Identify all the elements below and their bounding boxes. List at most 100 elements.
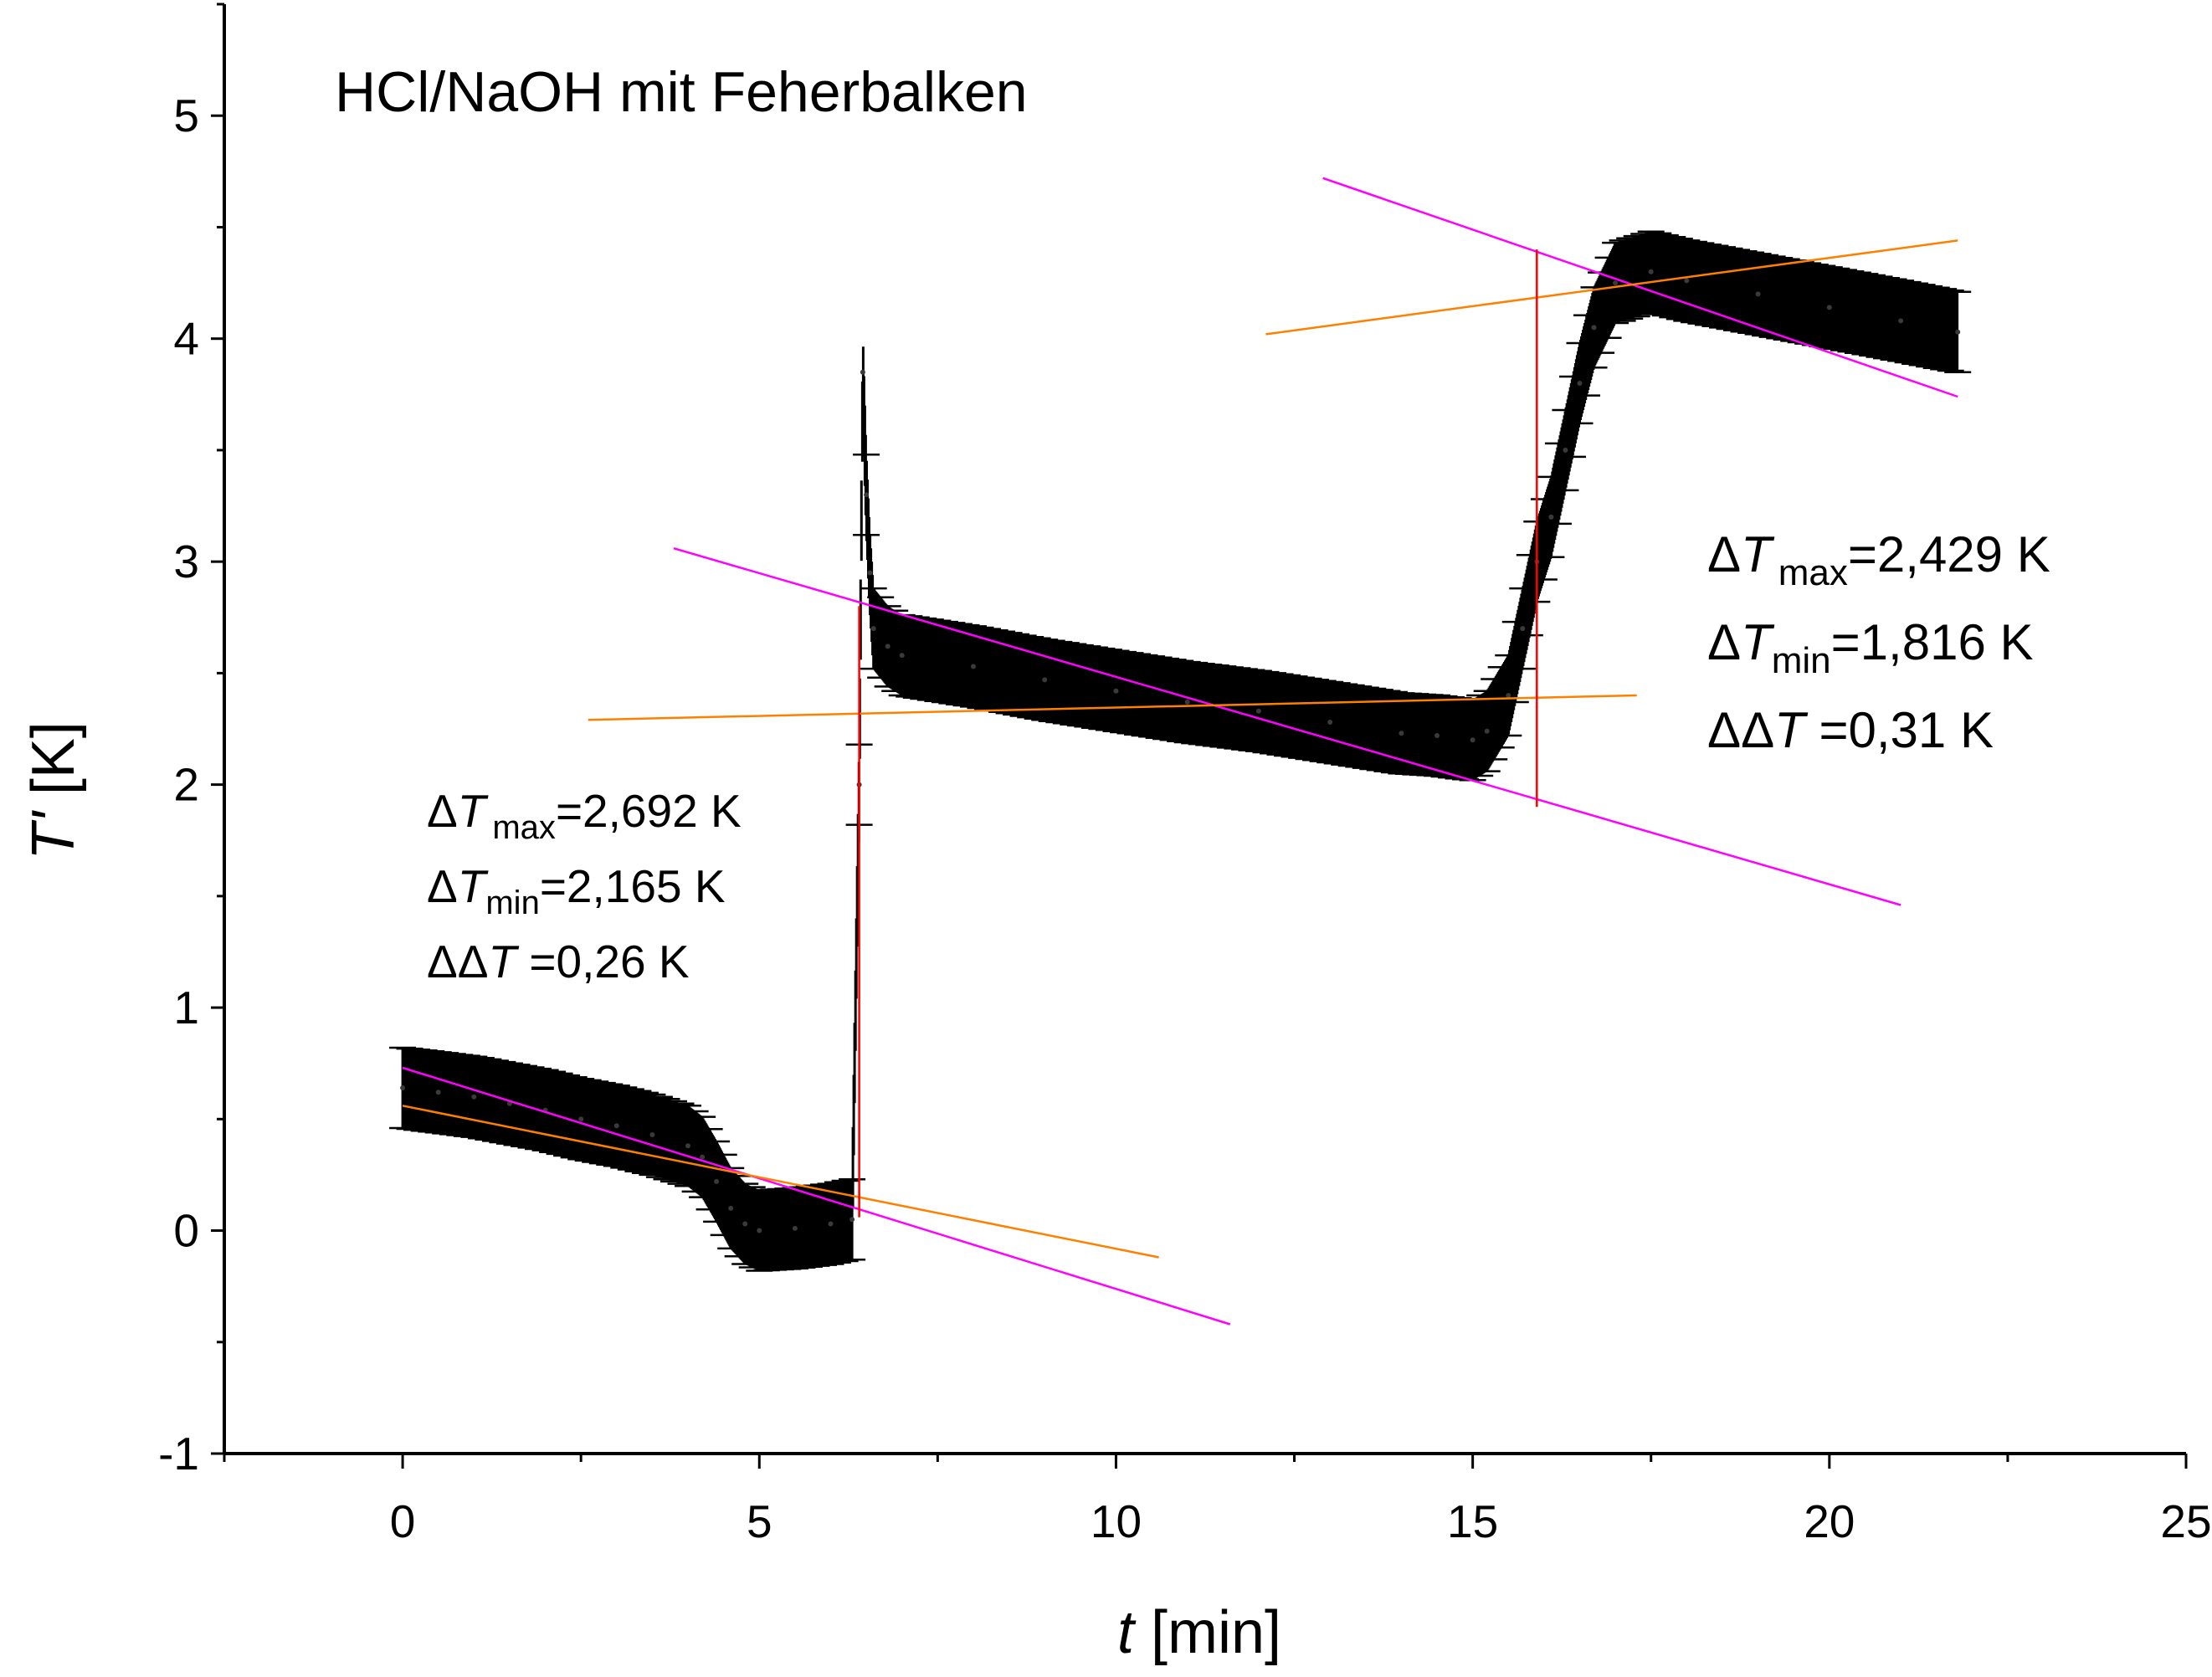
data-point <box>1184 700 1190 705</box>
anno-var: T <box>1741 526 1775 582</box>
data-point <box>649 1132 655 1137</box>
chart-title: HCl/NaOH mit Feherbalken <box>335 60 1028 124</box>
data-point <box>860 369 865 375</box>
data-point <box>870 626 876 632</box>
x-tick-label: 25 <box>2160 1495 2211 1547</box>
y-axis-title: T' [K] <box>20 721 87 860</box>
y-axis-var: T' <box>20 810 87 860</box>
x-axis-var: t <box>1117 1599 1137 1666</box>
anno-val: =1,816 K <box>1831 614 2034 670</box>
data-point <box>1955 329 1961 335</box>
x-tick-label: 0 <box>390 1495 416 1547</box>
fit-steep-line-1 <box>402 1066 1231 1326</box>
annotation-right-line-1: ΔT max=2,429 K <box>1707 526 2050 593</box>
anno-sub: max <box>1778 552 1848 593</box>
data-point <box>471 1094 477 1100</box>
anno-sub: min <box>485 885 539 921</box>
fit-flat-line-1 <box>402 1105 1159 1259</box>
data-point <box>1548 514 1554 520</box>
annotation-left-line-1: ΔT max=2,692 K <box>427 785 742 846</box>
fit-flat-line-3 <box>1265 239 1958 336</box>
data-point <box>435 1090 441 1095</box>
data-point <box>757 1228 762 1233</box>
data-point <box>1613 280 1619 286</box>
y-tick-label: 4 <box>173 313 199 365</box>
data-point <box>728 1205 734 1211</box>
data-point <box>1399 731 1404 736</box>
data-point <box>899 653 905 659</box>
data-point <box>578 1116 584 1122</box>
anno-val: =0,31 K <box>1805 702 1994 758</box>
data-point <box>885 644 890 649</box>
data-point <box>1898 318 1904 324</box>
annotation-right-line-2: ΔTmin=1,816 K <box>1707 614 2034 681</box>
data-point <box>1520 626 1526 632</box>
anno-val: =2,692 K <box>556 785 742 837</box>
data-point <box>1255 708 1261 714</box>
data-point <box>1506 693 1511 698</box>
anno-pre: Δ <box>1707 526 1741 582</box>
y-tick-label: 1 <box>173 982 199 1033</box>
x-tick-label: 5 <box>747 1495 772 1547</box>
axes: -1 0 1 2 3 4 5 0 5 10 15 20 25 <box>158 3 2212 1547</box>
fit-steep-line-2 <box>673 546 1901 906</box>
anno-pre: ΔΔ <box>427 936 488 987</box>
annotation-right-line-3: ΔΔT =0,31 K <box>1707 702 1994 758</box>
data-point <box>792 1225 798 1231</box>
anno-pre: ΔΔ <box>1707 702 1774 758</box>
data-point <box>1484 728 1490 734</box>
y-axis-unit: [K] <box>20 721 87 812</box>
data-point <box>864 492 870 498</box>
data-point <box>1327 720 1333 725</box>
data-point <box>1470 737 1476 743</box>
data-point <box>1563 447 1568 453</box>
data-point <box>849 1217 855 1223</box>
data-point <box>1577 381 1583 386</box>
x-axis-title: t [min] <box>1117 1599 1281 1666</box>
anno-var: T <box>458 860 489 912</box>
x-tick-label: 15 <box>1447 1495 1498 1547</box>
anno-var: T <box>458 785 489 837</box>
data-point <box>1826 305 1832 310</box>
data-point <box>613 1123 619 1129</box>
anno-pre: Δ <box>427 860 458 912</box>
data-point <box>1042 677 1048 683</box>
data-point <box>700 1154 706 1160</box>
data-point <box>867 570 873 576</box>
anno-pre: Δ <box>427 785 458 837</box>
x-axis-unit: [min] <box>1134 1599 1281 1666</box>
y-tick-label: 0 <box>173 1205 199 1257</box>
y-tick-label: 2 <box>173 759 199 811</box>
data-point <box>1755 291 1761 297</box>
anno-val: =0,26 K <box>516 936 690 987</box>
data-layer <box>389 230 1972 1272</box>
y-tick-label: 5 <box>173 90 199 141</box>
y-tick-label: -1 <box>158 1428 199 1480</box>
anno-val: =2,165 K <box>540 860 726 912</box>
anno-var: T <box>488 936 519 987</box>
data-point <box>714 1178 720 1184</box>
fit-flat-line-2 <box>588 694 1637 721</box>
data-point <box>1648 269 1654 274</box>
data-point <box>828 1221 834 1227</box>
data-point <box>1684 278 1690 284</box>
anno-pre: Δ <box>1707 614 1741 670</box>
data-point <box>1434 733 1440 738</box>
x-tick-label: 10 <box>1091 1495 1142 1547</box>
anno-val: =2,429 K <box>1848 526 2050 582</box>
anno-var: T <box>1741 614 1775 670</box>
fit-steep-line-3 <box>1322 177 1958 398</box>
data-point <box>742 1221 748 1227</box>
data-point <box>1113 688 1119 694</box>
data-point <box>1591 325 1597 331</box>
y-tick-label: 3 <box>173 536 199 587</box>
fit-lines <box>402 177 1958 1326</box>
data-point <box>685 1143 690 1149</box>
anno-sub: max <box>492 809 556 846</box>
data-point <box>971 664 976 669</box>
annotation-left-line-2: ΔTmin=2,165 K <box>427 860 726 921</box>
anno-var: T <box>1774 702 1809 758</box>
x-tick-label: 20 <box>1804 1495 1855 1547</box>
anno-sub: min <box>1772 640 1831 681</box>
